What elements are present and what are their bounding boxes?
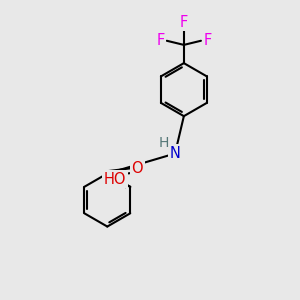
Text: H: H	[159, 136, 169, 150]
Text: F: F	[180, 15, 188, 30]
Text: O: O	[131, 161, 143, 176]
Text: F: F	[156, 33, 164, 48]
Text: HO: HO	[104, 172, 126, 187]
Text: F: F	[203, 33, 211, 48]
Text: N: N	[169, 146, 181, 161]
